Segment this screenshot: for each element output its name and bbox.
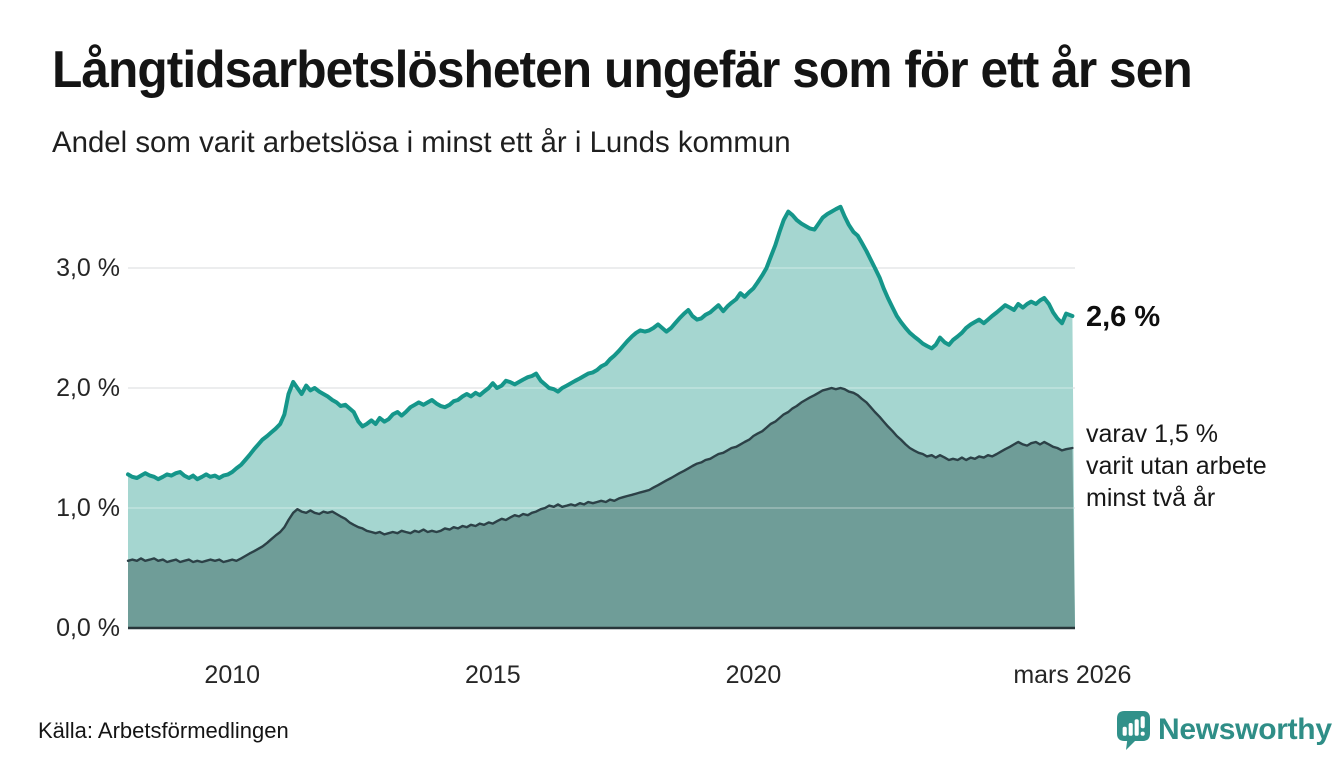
inner-series-annotation: varav 1,5 % varit utan arbete minst två …	[1086, 418, 1267, 514]
x-tick-label: 2010	[204, 661, 261, 689]
x-tick-label: 2015	[465, 661, 521, 689]
y-tick-label: 1,0 %	[56, 494, 120, 522]
page-title: Långtidsarbetslösheten ungefär som för e…	[52, 41, 1193, 99]
series-line-minst-tva-ar	[126, 386, 1074, 564]
inner-annotation-line-2: varit utan arbete	[1086, 452, 1267, 480]
y-tick-label: 3,0 %	[56, 254, 120, 282]
source-text: Källa: Arbetsförmedlingen	[38, 718, 289, 743]
last-value-annotation: 2,6 %	[1086, 301, 1161, 333]
newsworthy-speech-bubble-chart-icon	[1117, 710, 1150, 750]
series-lines	[126, 204, 1075, 564]
series-line-minst-ett-ar	[126, 204, 1075, 482]
newsworthy-logo[interactable]: Newsworthy	[1117, 710, 1332, 750]
y-tick-label: 2,0 %	[56, 374, 120, 402]
gridlines-overlay	[128, 267, 1075, 509]
inner-annotation-line-3: minst två år	[1086, 484, 1216, 512]
inner-annotation-line-1: varav 1,5 %	[1086, 420, 1219, 448]
x-tick-label: 2020	[725, 661, 782, 689]
y-tick-label: 0,0 %	[56, 614, 120, 642]
series-area-minst-tva-ar	[128, 388, 1075, 628]
newsworthy-logo-text: Newsworthy	[1158, 713, 1332, 746]
series-fills	[128, 206, 1075, 629]
x-tick-label: mars 2026	[1013, 661, 1132, 689]
page-subtitle: Andel som varit arbetslösa i minst ett å…	[52, 126, 791, 159]
